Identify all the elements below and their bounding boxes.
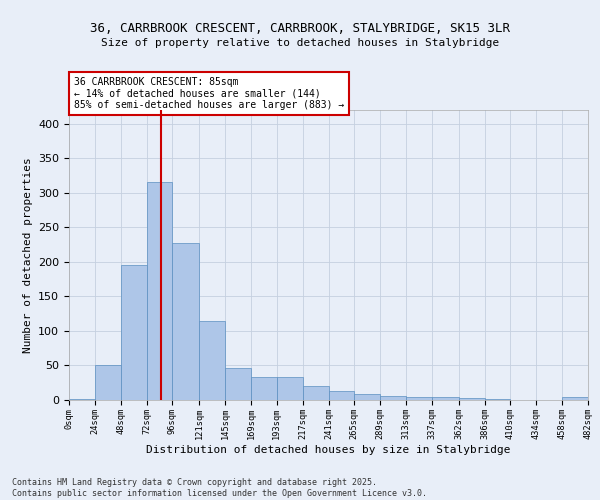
X-axis label: Distribution of detached houses by size in Stalybridge: Distribution of detached houses by size …	[146, 444, 511, 454]
Text: Contains HM Land Registry data © Crown copyright and database right 2025.
Contai: Contains HM Land Registry data © Crown c…	[12, 478, 427, 498]
Bar	[329, 391, 355, 400]
Bar	[380, 396, 406, 400]
Bar	[121, 266, 146, 400]
Bar	[199, 320, 225, 400]
Bar	[225, 368, 251, 400]
Bar	[251, 376, 277, 400]
Bar	[172, 242, 199, 400]
Text: 36, CARRBROOK CRESCENT, CARRBROOK, STALYBRIDGE, SK15 3LR: 36, CARRBROOK CRESCENT, CARRBROOK, STALY…	[90, 22, 510, 36]
Text: 36 CARRBROOK CRESCENT: 85sqm
← 14% of detached houses are smaller (144)
85% of s: 36 CARRBROOK CRESCENT: 85sqm ← 14% of de…	[74, 77, 344, 110]
Bar	[302, 386, 329, 400]
Y-axis label: Number of detached properties: Number of detached properties	[23, 157, 32, 353]
Bar	[406, 397, 432, 400]
Text: Size of property relative to detached houses in Stalybridge: Size of property relative to detached ho…	[101, 38, 499, 48]
Bar	[355, 394, 380, 400]
Bar	[95, 366, 121, 400]
Bar	[459, 398, 485, 400]
Bar	[562, 397, 588, 400]
Bar	[432, 397, 459, 400]
Bar	[277, 376, 302, 400]
Bar	[146, 182, 172, 400]
